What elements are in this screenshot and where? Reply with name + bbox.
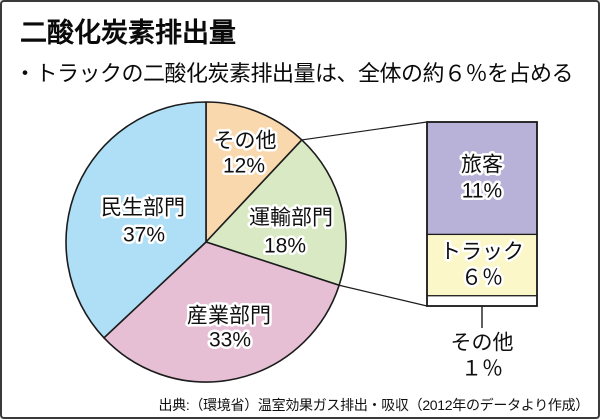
bar-segment-label: その他 — [451, 332, 514, 355]
bar-segment — [426, 121, 538, 236]
bar-segment-value: ６％ — [461, 267, 503, 290]
breakout-leader-line-top — [301, 121, 428, 141]
bar-segment-label: トラック — [440, 241, 524, 264]
chart-annotation: ・トラックの二酸化炭素排出量は、全体の約６％を占める — [14, 61, 574, 86]
breakout-leader-line-bottom — [339, 284, 428, 307]
bar-segment — [426, 233, 538, 297]
bar-segment — [426, 295, 538, 307]
pie-slice-value: 37% — [123, 224, 165, 247]
page-title: 二酸化炭素排出量 — [20, 18, 236, 48]
pie-slice — [205, 101, 303, 243]
source-citation: 出典:（環境省）温室効果ガス排出・吸収（2012年のデータより作成） — [158, 397, 589, 413]
pie-slice — [103, 241, 340, 383]
pie-slice — [205, 139, 347, 287]
breakout-bar-outline — [426, 121, 538, 307]
pie-slice — [65, 101, 207, 339]
pie-slice-value: 12% — [223, 155, 265, 178]
bar-segment-value: 11% — [462, 180, 502, 203]
bar-segment-value: １％ — [461, 358, 503, 381]
pie-slice-value: 33% — [209, 329, 251, 352]
pie-slice-value: 18% — [264, 235, 306, 258]
pie-slice-label: 民生部門 — [101, 197, 185, 220]
pie-slice-label: その他 — [214, 130, 277, 153]
bar-segment-label: 旅客 — [461, 154, 503, 177]
pie-slice-label: 運輸部門 — [249, 207, 333, 230]
pie-slice-label: 産業部門 — [187, 305, 271, 328]
